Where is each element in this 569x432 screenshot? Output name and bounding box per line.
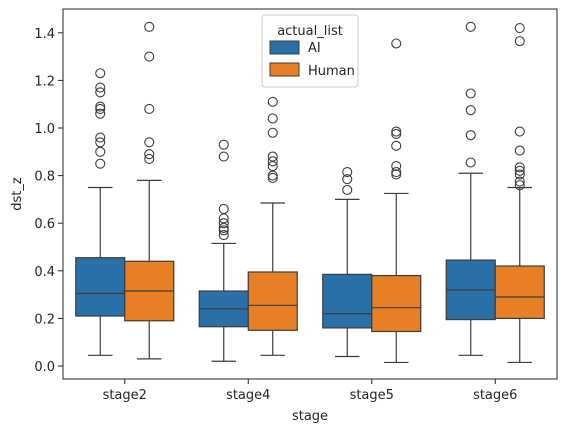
outlier-point	[144, 103, 155, 115]
legend-swatch-ai	[269, 40, 300, 55]
plot-area	[75, 21, 545, 364]
y-tick-label: 1.0	[34, 122, 55, 137]
y-tick-label: 0.4	[34, 265, 55, 280]
outlier-point	[267, 156, 278, 167]
box-iqr	[371, 274, 422, 333]
box-human-stage5	[371, 38, 422, 364]
box-ai-stage5	[322, 166, 373, 358]
outlier-point	[218, 139, 229, 150]
box-ai-stage2	[75, 68, 126, 356]
outlier-point	[514, 169, 525, 180]
outlier-point	[391, 161, 402, 172]
outlier-point	[391, 38, 402, 49]
outlier-point	[144, 153, 155, 164]
outlier-point	[95, 103, 106, 115]
outlier-point	[95, 101, 106, 112]
y-tick-label: 0.8	[34, 170, 55, 185]
outlier-point	[95, 87, 106, 98]
outlier-point	[267, 96, 278, 107]
outlier-point	[514, 126, 525, 137]
outlier-point	[144, 137, 155, 148]
outlier-point	[95, 68, 106, 79]
outlier-point	[465, 130, 476, 141]
outlier-point	[218, 230, 229, 241]
outlier-point	[514, 36, 525, 47]
outlier-point	[95, 82, 106, 93]
box-ai-stage6	[445, 21, 496, 356]
legend: actual_list AI Human	[261, 14, 359, 88]
outlier-point	[218, 151, 229, 162]
x-axis-label: stage	[292, 409, 328, 424]
outlier-point	[95, 108, 106, 119]
outlier-point	[391, 169, 402, 180]
y-tick-label: 0.0	[34, 360, 55, 375]
y-axis-label: dst_z	[10, 177, 25, 211]
box-ai-stage4	[198, 139, 249, 362]
outlier-point	[267, 170, 278, 181]
outlier-point	[218, 225, 229, 236]
outlier-point	[267, 127, 278, 138]
outlier-point	[144, 149, 155, 160]
outlier-point	[144, 21, 155, 32]
x-tick-label: stage2	[103, 388, 147, 403]
outlier-point	[267, 113, 278, 124]
legend-label-ai: AI	[308, 41, 321, 56]
outlier-point	[391, 140, 402, 151]
outlier-point	[95, 146, 106, 157]
outlier-point	[95, 158, 106, 169]
legend-swatch-human	[269, 62, 300, 77]
outlier-point	[144, 51, 155, 62]
outlier-point	[391, 128, 402, 139]
x-tick-label: stage5	[350, 388, 394, 403]
outlier-point	[514, 180, 525, 191]
outlier-point	[514, 162, 525, 173]
outlier-point	[514, 176, 525, 187]
outlier-point	[465, 21, 476, 32]
outlier-point	[514, 165, 525, 176]
outlier-point	[391, 166, 402, 178]
plot-frame	[62, 8, 558, 380]
box-human-stage4	[247, 96, 298, 356]
outlier-point	[267, 172, 278, 184]
y-tick-label: 0.2	[34, 312, 55, 327]
y-tick-label: 0.6	[34, 217, 55, 232]
box-iqr	[75, 257, 126, 317]
outlier-point	[342, 166, 353, 178]
x-tick-label: stage6	[473, 388, 517, 403]
legend-title: actual_list	[277, 24, 343, 39]
y-tick-label: 1.2	[34, 74, 55, 89]
box-iqr	[322, 273, 373, 329]
outlier-point	[391, 126, 402, 137]
outlier-point	[465, 157, 476, 168]
box-iqr	[494, 265, 545, 320]
outlier-point	[218, 218, 229, 229]
box-iqr	[247, 271, 298, 331]
outlier-point	[267, 151, 278, 162]
outlier-point	[95, 132, 106, 143]
outlier-point	[342, 184, 353, 195]
legend-label-human: Human	[308, 64, 355, 79]
y-axis: 0.0 0.2 0.4 0.6 0.8 1.0 1.2 1.4	[34, 27, 63, 375]
outlier-point	[514, 22, 525, 34]
x-tick-label: stage4	[226, 388, 270, 403]
box-human-stage2	[124, 21, 175, 360]
outlier-point	[514, 145, 525, 156]
outlier-point	[95, 137, 106, 148]
outlier-point	[342, 174, 353, 185]
box-human-stage6	[494, 22, 545, 364]
outlier-point	[465, 88, 476, 99]
y-tick-label: 1.4	[34, 27, 55, 42]
outlier-point	[218, 203, 229, 214]
x-axis: stage2 stage4 stage5 stage6	[103, 379, 517, 403]
outlier-point	[465, 105, 476, 116]
